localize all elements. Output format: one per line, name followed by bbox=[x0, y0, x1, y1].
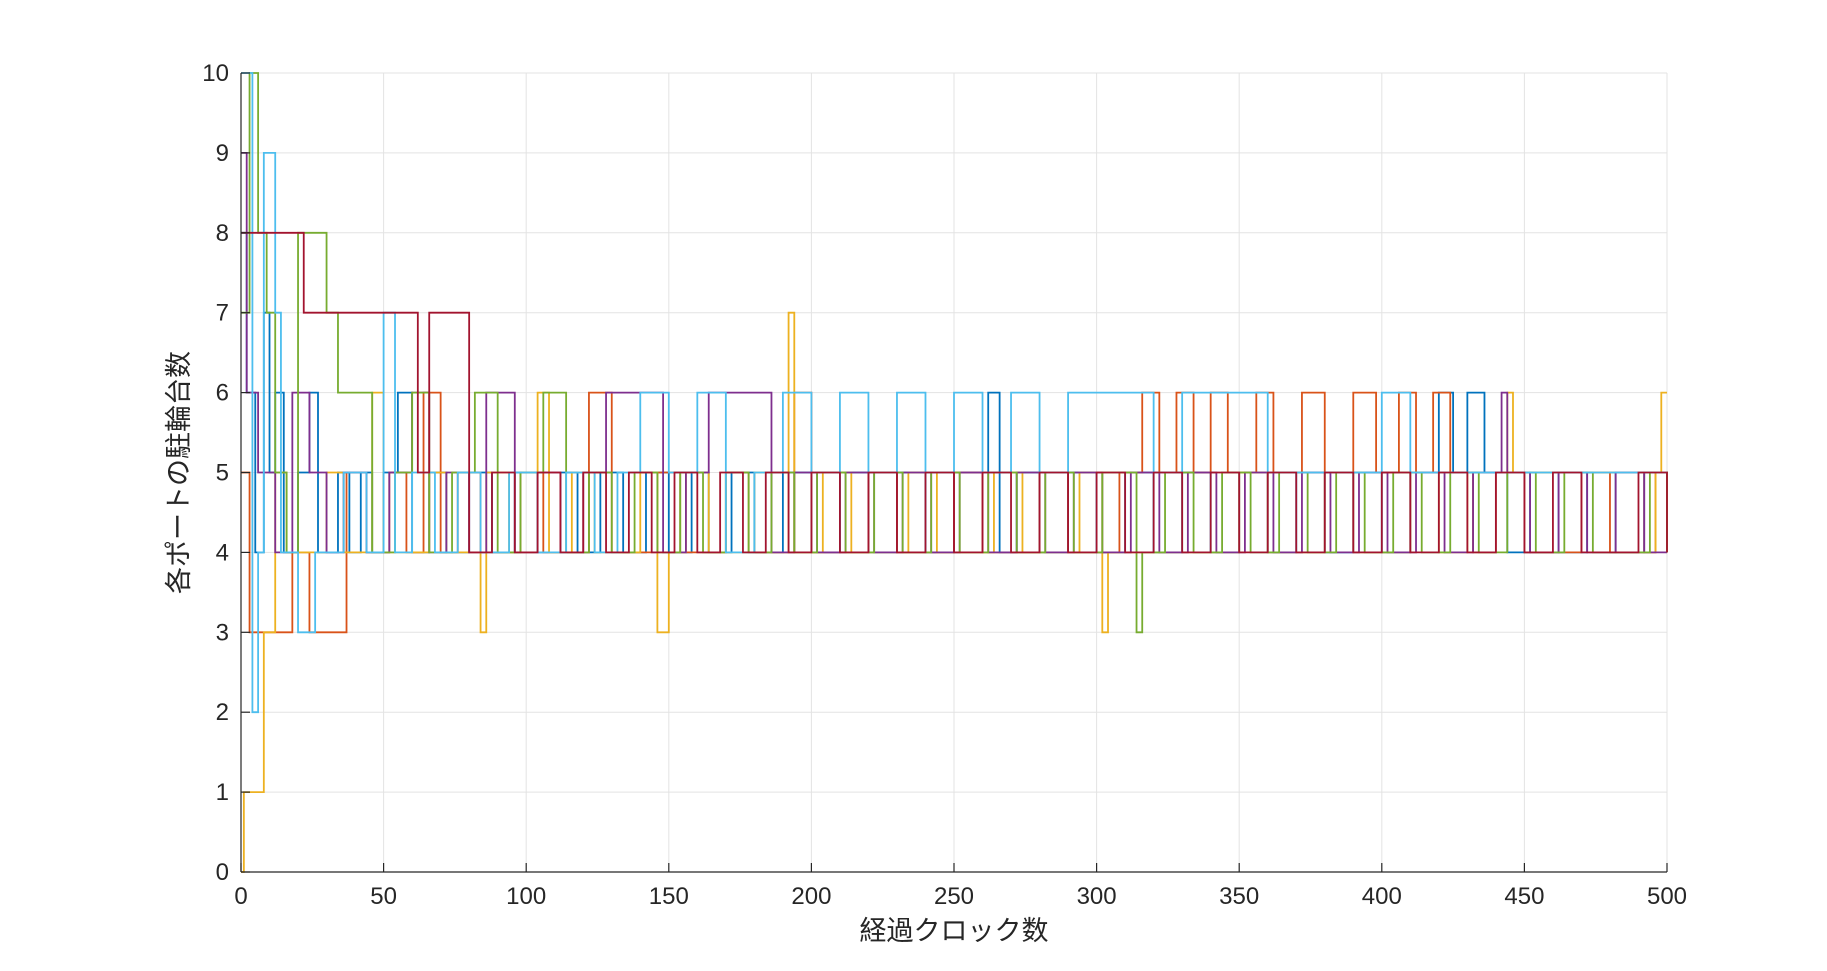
y-tick-label: 10 bbox=[202, 60, 229, 87]
y-tick-label: 3 bbox=[216, 619, 229, 646]
tick-labels: 0 50 100 150 200 250 300 350 400 450 500 0 1 2 3 4 5 6 7 8 9… bbox=[202, 60, 1687, 910]
series-group bbox=[241, 72, 1668, 873]
y-tick-label: 9 bbox=[216, 140, 229, 167]
x-tick-label: 500 bbox=[1647, 883, 1687, 910]
y-tick-label: 5 bbox=[216, 460, 229, 487]
x-tick-label: 50 bbox=[370, 883, 397, 910]
y-tick-label: 1 bbox=[216, 779, 229, 806]
x-tick-label: 250 bbox=[934, 883, 974, 910]
y-tick-label: 8 bbox=[216, 220, 229, 247]
x-tick-label: 150 bbox=[649, 883, 689, 910]
y-axis-label: 各ポートの駐輪台数 bbox=[164, 351, 195, 594]
x-tick-label: 0 bbox=[234, 883, 247, 910]
x-tick-label: 350 bbox=[1219, 883, 1259, 910]
y-tick-label: 2 bbox=[216, 699, 229, 726]
series-line-7 bbox=[241, 231, 1668, 554]
x-axis-label: 経過クロック数 bbox=[860, 916, 1049, 947]
x-tick-label: 450 bbox=[1504, 883, 1544, 910]
x-tick-label: 300 bbox=[1077, 883, 1117, 910]
x-tick-label: 100 bbox=[506, 883, 546, 910]
x-tick-label: 400 bbox=[1362, 883, 1402, 910]
x-tick-label: 200 bbox=[791, 883, 831, 910]
y-tick-label: 6 bbox=[216, 380, 229, 407]
y-tick-label: 4 bbox=[216, 539, 229, 566]
y-tick-label: 7 bbox=[216, 300, 229, 327]
axes bbox=[240, 72, 1668, 873]
y-tick-label: 0 bbox=[216, 859, 229, 886]
series-line-6 bbox=[241, 72, 1667, 714]
